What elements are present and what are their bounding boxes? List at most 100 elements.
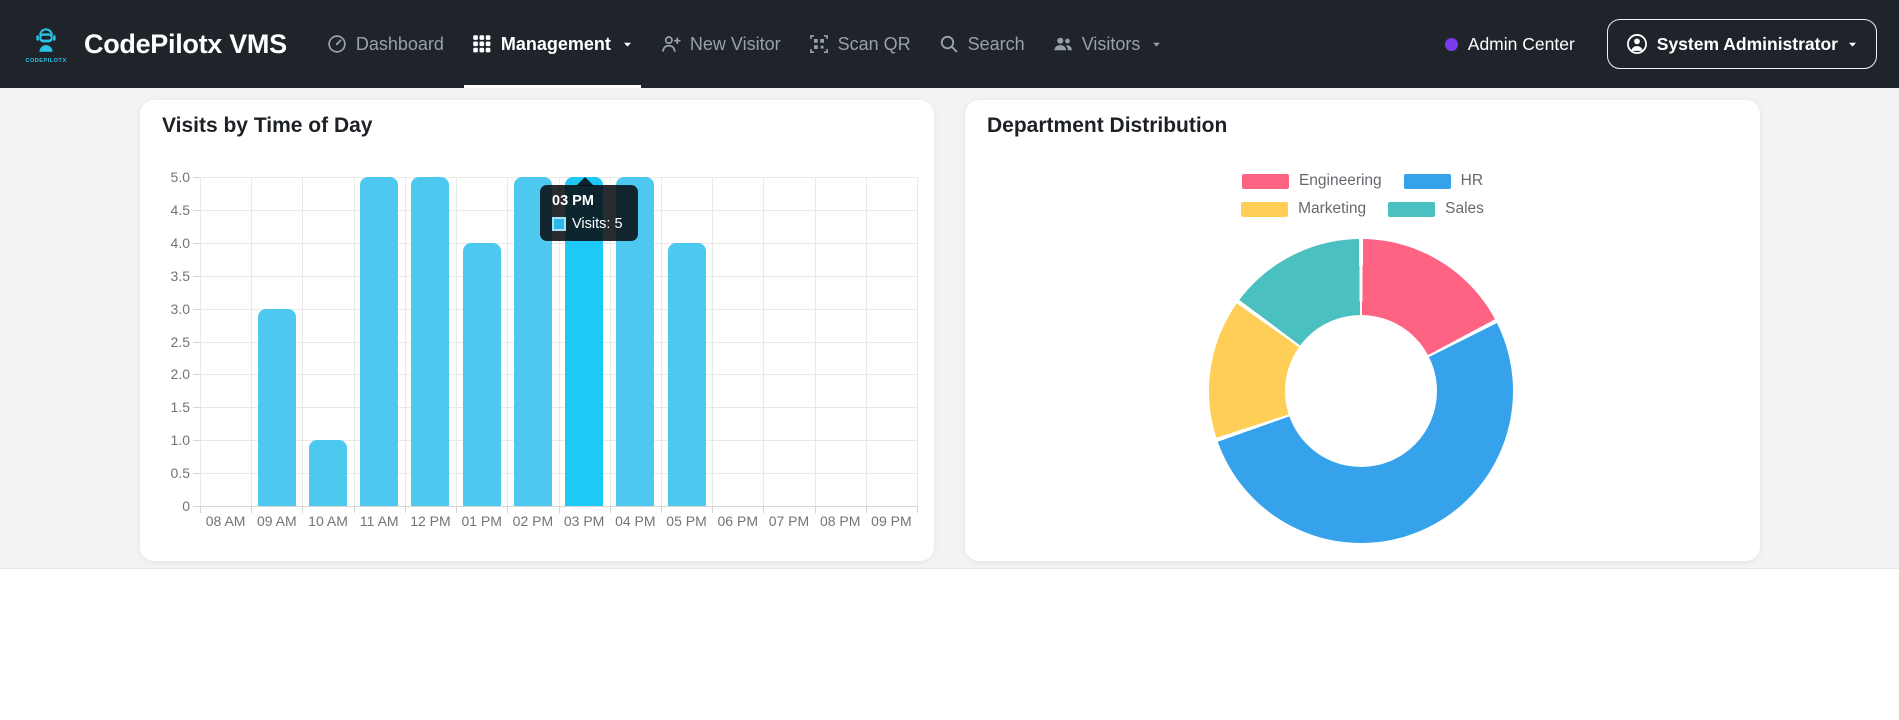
y-tick xyxy=(193,341,200,343)
tooltip-body: Visits: 5 xyxy=(552,216,626,232)
x-grid-line xyxy=(251,177,253,506)
x-tick-label: 08 PM xyxy=(819,513,861,529)
nav-item-label: Dashboard xyxy=(355,33,444,54)
x-grid-line xyxy=(917,177,918,506)
departments-card-title: Department Distribution xyxy=(987,114,1228,137)
x-tick xyxy=(917,506,918,513)
bar-09-am[interactable] xyxy=(257,308,296,506)
x-tick xyxy=(712,506,714,513)
visits-card: Visits by Time of Day 0 0.5 1.0 1.5 2.0 2.5 3.… xyxy=(140,100,934,561)
x-grid-line xyxy=(609,177,611,506)
y-tick-label: 0.5 xyxy=(170,465,190,482)
qr-scan-icon xyxy=(809,35,828,53)
y-tick xyxy=(193,242,200,244)
x-tick-label: 10 AM xyxy=(308,513,348,529)
x-grid-line xyxy=(763,177,765,506)
legend-label: Engineering xyxy=(1298,172,1382,189)
donut-legend: Engineering HR Marketing Sales xyxy=(965,172,1760,218)
bar-11-am[interactable] xyxy=(360,177,399,506)
x-grid-line xyxy=(712,177,714,506)
main-section: Visits by Time of Day 0 0.5 1.0 1.5 2.0 2.5 3.… xyxy=(0,88,1899,569)
x-grid-line xyxy=(507,177,509,506)
x-tick xyxy=(609,506,611,513)
grid-icon xyxy=(473,35,491,53)
tooltip-label: Visits: 5 xyxy=(572,216,623,232)
admin-dot-icon xyxy=(1444,37,1458,51)
y-tick-label: 3.0 xyxy=(170,300,190,317)
user-menu-button[interactable]: System Administrator xyxy=(1606,19,1877,69)
x-grid-line xyxy=(353,177,355,506)
tooltip-swatch-icon xyxy=(552,217,566,231)
nav-item-dashboard[interactable]: Dashboard xyxy=(313,0,458,88)
y-tick xyxy=(193,275,200,277)
legend-item-marketing[interactable]: Marketing xyxy=(1241,200,1366,218)
y-tick-label: 1.0 xyxy=(170,432,190,449)
y-tick xyxy=(193,440,200,442)
x-tick-label: 09 AM xyxy=(256,513,297,529)
nav-item-label: Management xyxy=(500,33,611,54)
navbar-right: Admin Center System Administrator xyxy=(1444,0,1877,88)
legend-item-hr[interactable]: HR xyxy=(1403,172,1484,190)
nav-item-label: Search xyxy=(967,33,1025,54)
x-grid-line xyxy=(660,177,662,506)
nav-item-scan-qr[interactable]: Scan QR xyxy=(795,0,925,88)
x-grid-line xyxy=(558,177,560,506)
legend-swatch-icon xyxy=(1241,201,1289,217)
x-tick-label: 06 PM xyxy=(717,513,758,529)
bar-12-pm[interactable] xyxy=(411,177,450,506)
nav-item-label: Scan QR xyxy=(837,33,911,54)
x-grid-line xyxy=(456,177,458,506)
nav-item-search[interactable]: Search xyxy=(925,0,1039,88)
codepilotx-robot-icon xyxy=(36,28,56,52)
y-axis-labels: 0 0.5 1.0 1.5 2.0 2.5 3.0 3.5 4.0 4.5 5.0 xyxy=(140,169,190,514)
x-tick-label: 03 PM xyxy=(563,513,605,529)
people-icon xyxy=(1053,37,1072,51)
bar-plot: 03 PM Visits: 5 xyxy=(193,177,918,513)
x-grid-line xyxy=(200,177,201,506)
legend-item-sales[interactable]: Sales xyxy=(1388,200,1484,218)
y-tick xyxy=(193,308,200,310)
y-tick-label: 4.5 xyxy=(170,201,190,218)
legend-swatch-icon xyxy=(1403,173,1451,189)
y-tick xyxy=(193,473,200,475)
navbar: CODEPILOTX CodePilotx VMS Dashboard Manag… xyxy=(0,0,1899,88)
caret-down-icon xyxy=(1849,42,1856,47)
y-tick-label: 3.5 xyxy=(170,267,190,284)
y-tick xyxy=(193,177,200,178)
nav-item-label: New Visitor xyxy=(689,33,781,54)
x-grid-line xyxy=(814,177,816,506)
x-grid-line xyxy=(865,177,867,506)
x-tick xyxy=(200,506,201,513)
search-icon xyxy=(940,35,958,53)
legend-label: HR xyxy=(1460,172,1484,189)
donut-chart[interactable] xyxy=(1209,239,1513,543)
person-plus-icon xyxy=(662,36,681,52)
y-tick xyxy=(193,209,200,211)
legend-label: Sales xyxy=(1445,200,1484,217)
bar-05-pm[interactable] xyxy=(667,242,706,506)
x-tick-label: 12 PM xyxy=(410,513,451,529)
bar-10-am[interactable] xyxy=(309,440,348,506)
x-tick xyxy=(353,506,355,513)
bar-01-pm[interactable] xyxy=(462,242,501,506)
x-grid-line xyxy=(302,177,304,506)
x-tick xyxy=(251,506,253,513)
y-tick-label: 1.5 xyxy=(170,399,190,416)
logo-text: CODEPILOTX xyxy=(25,58,67,64)
brand[interactable]: CODEPILOTX CodePilotx VMS xyxy=(22,0,287,88)
legend-label: Marketing xyxy=(1298,200,1367,217)
nav-menu: Dashboard Management New Visitor Scan QR Sea… xyxy=(313,0,1177,88)
departments-card: Department Distribution Engineering HR Mar… xyxy=(965,100,1760,561)
legend-swatch-icon xyxy=(1388,201,1436,217)
legend-swatch-icon xyxy=(1241,173,1289,189)
x-tick-label: 02 PM xyxy=(512,513,554,529)
caret-down-icon xyxy=(623,42,631,47)
nav-item-visitors[interactable]: Visitors xyxy=(1039,0,1177,88)
x-tick xyxy=(302,506,304,513)
admin-center-badge: Admin Center xyxy=(1444,34,1575,55)
tooltip-caret-icon xyxy=(576,177,594,186)
nav-item-management[interactable]: Management xyxy=(458,0,647,88)
nav-item-new-visitor[interactable]: New Visitor xyxy=(647,0,795,88)
nav-item-label: Visitors xyxy=(1081,33,1141,54)
legend-item-engineering[interactable]: Engineering xyxy=(1241,172,1382,190)
